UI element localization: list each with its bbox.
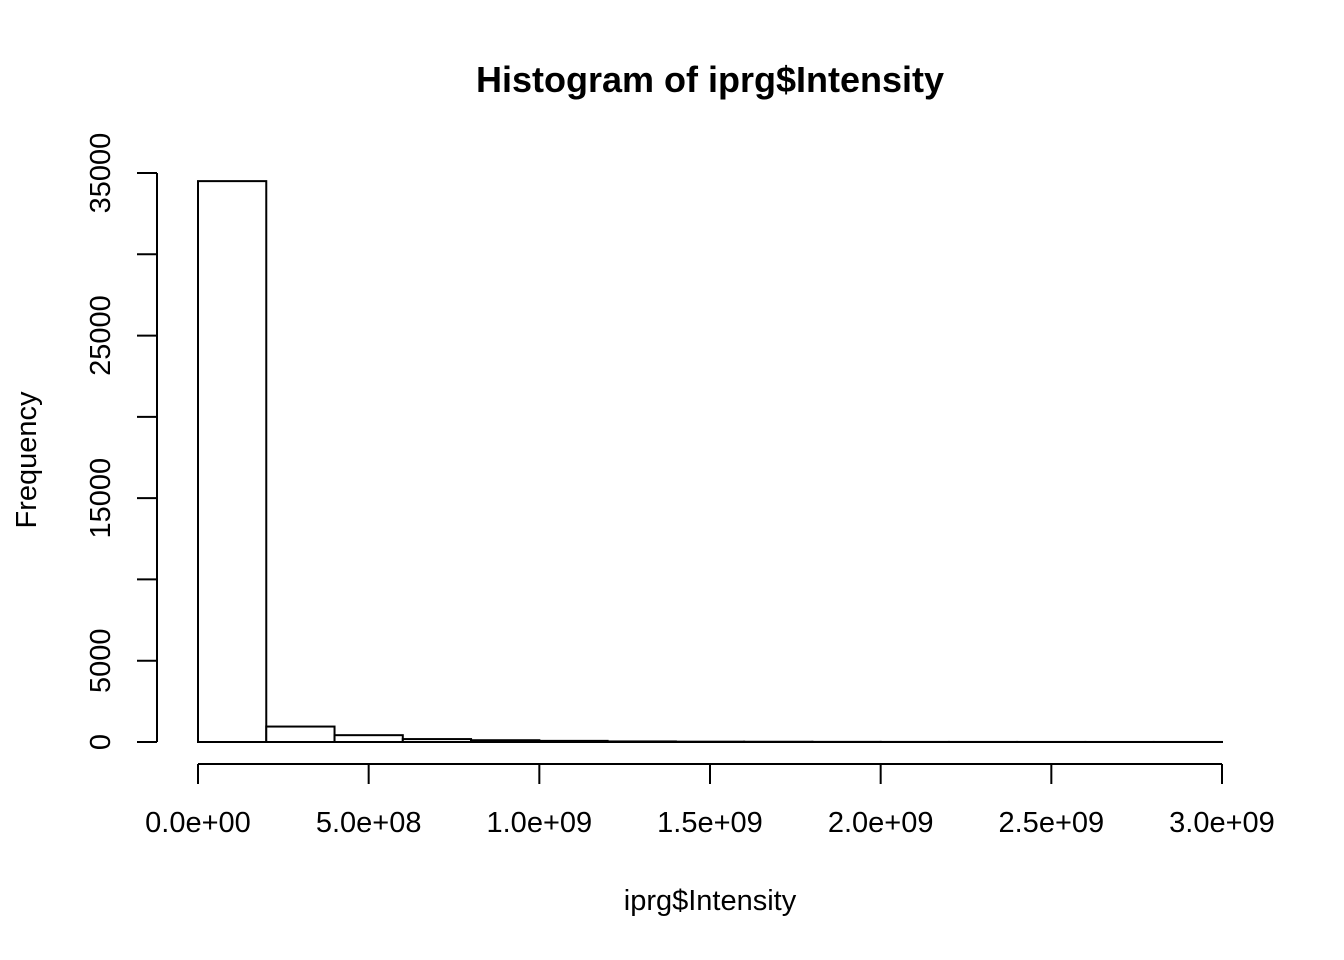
x-tick-label: 3.0e+09 xyxy=(1169,807,1275,839)
histogram-bar xyxy=(401,738,473,744)
y-tick-label: 5000 xyxy=(85,628,117,693)
histogram-bar xyxy=(265,725,336,744)
x-tick-label: 2.0e+09 xyxy=(828,807,934,839)
x-tick-label: 1.0e+09 xyxy=(487,807,593,839)
histogram-bar xyxy=(197,180,268,743)
x-tick-label: 0.0e+00 xyxy=(145,807,251,839)
histogram-bar xyxy=(538,739,609,743)
x-tick-label: 5.0e+08 xyxy=(316,807,422,839)
bars-group xyxy=(197,180,1223,744)
y-tick-label: 25000 xyxy=(85,295,117,376)
x-axis: 0.0e+00 5.0e+08 1.0e+09 1.5e+09 2.0e+09 2.5e+… xyxy=(145,763,1275,839)
y-axis-label: Frequency xyxy=(11,391,43,529)
x-tick-label: 1.5e+09 xyxy=(657,807,763,839)
y-axis: 0 5000 15000 25000 35000 xyxy=(85,133,158,750)
y-tick-label: 0 xyxy=(85,734,117,750)
x-axis-label: iprg$Intensity xyxy=(624,885,797,917)
histogram-bar xyxy=(606,740,677,744)
x-tick-label: 2.5e+09 xyxy=(999,807,1105,839)
histogram-bar xyxy=(470,739,541,744)
histogram-bar xyxy=(333,734,404,743)
chart-title: Histogram of iprg$Intensity xyxy=(476,59,944,100)
y-tick-label: 15000 xyxy=(85,458,117,539)
y-tick-label: 35000 xyxy=(85,133,117,214)
